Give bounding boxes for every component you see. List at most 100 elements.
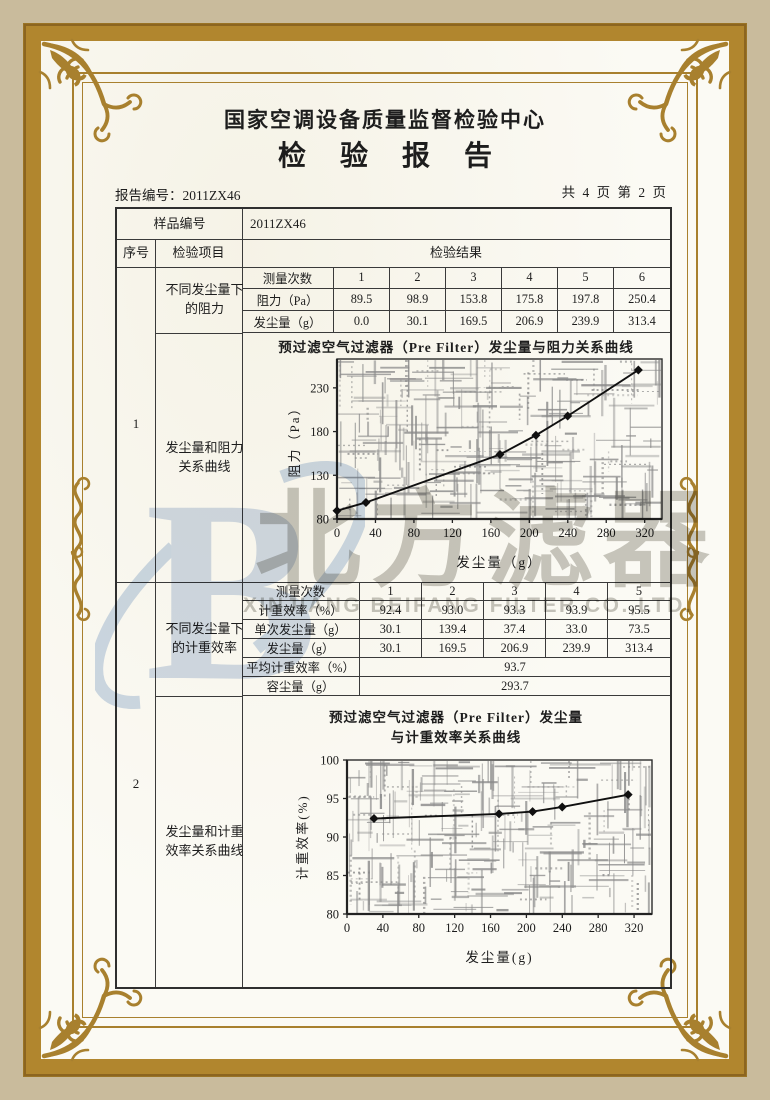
value-cell: 89.5: [334, 289, 390, 311]
svg-text:240: 240: [553, 921, 572, 935]
value-cell: 3: [446, 267, 502, 289]
table-line: [117, 267, 670, 268]
center-name: 国家空调设备质量监督检验中心: [224, 108, 546, 132]
value-cell: 73.5: [608, 620, 670, 639]
value-cell: 1: [360, 582, 422, 601]
value-cell: 93.7: [360, 658, 670, 677]
svg-text:320: 320: [625, 921, 644, 935]
item-cell-efficiency-curve: 发尘量和计重效率关系曲线: [165, 823, 244, 858]
row-label-cell: 测量次数: [242, 582, 360, 601]
row-label-cell: 容尘量（g）: [242, 677, 360, 696]
value-cell: 30.1: [360, 620, 422, 639]
value-cell: 239.9: [558, 311, 614, 333]
value-cell: 5: [558, 267, 614, 289]
side-ornament-left: [70, 476, 91, 622]
chart-1-canvas: 0 40 80 120 160 200 240 280 320 80 130 180 230: [310, 358, 663, 540]
sample-no-value-cell: 2011ZX46: [250, 215, 306, 231]
value-cell: 197.8: [558, 289, 614, 311]
value-cell: 313.4: [608, 639, 670, 658]
svg-text:80: 80: [413, 921, 426, 935]
value-cell: 2: [422, 582, 484, 601]
svg-text:0: 0: [344, 921, 350, 935]
svg-text:40: 40: [369, 526, 382, 540]
chart-2-title-line1: 预过滤空气过滤器（Pre Filter）发尘量: [328, 710, 584, 725]
chart-1-x-axis-label: 发尘量（g）: [456, 555, 543, 570]
inner-frame-outer-line: [72, 72, 698, 1028]
svg-text:130: 130: [310, 469, 329, 483]
svg-text:100: 100: [320, 754, 339, 768]
side-ornament-right: [679, 476, 700, 622]
value-cell: 206.9: [502, 311, 558, 333]
value-cell: 0.0: [334, 311, 390, 333]
resistance-measurement-table: 测量次数 1 2 3 4 5 6 阻力（Pa） 89.5 98.9 153.8 175.8 197.8 2…: [242, 267, 670, 333]
sample-no-label-cell: 样品编号: [153, 215, 206, 231]
chart-2: 预过滤空气过滤器（Pre Filter）发尘量 与计重效率关系曲线 0 40 80 1…: [242, 696, 670, 987]
svg-text:280: 280: [589, 921, 608, 935]
result-header-cell: 检验结果: [429, 244, 482, 260]
value-cell: 33.0: [546, 620, 608, 639]
value-cell: 30.1: [390, 311, 446, 333]
svg-text:0: 0: [334, 526, 340, 540]
value-cell: 30.1: [360, 639, 422, 658]
value-cell: 3: [484, 582, 546, 601]
chart-1-y-axis-label: 阻力（Pa）: [287, 400, 302, 478]
value-cell: 239.9: [546, 639, 608, 658]
row-label-cell: 发尘量（g）: [242, 311, 334, 333]
item-cell-efficiency: 不同发尘量下的计重效率: [165, 621, 244, 655]
row-label-cell: 发尘量（g）: [242, 639, 360, 658]
report-title: 检验报告: [277, 141, 526, 172]
svg-text:40: 40: [377, 921, 390, 935]
svg-text:95: 95: [327, 792, 340, 806]
report-number: 报告编号：2011ZX46: [115, 188, 241, 203]
item-cell-resistance-curve: 发尘量和阻力关系曲线: [165, 439, 244, 474]
svg-text:230: 230: [310, 381, 329, 395]
svg-text:160: 160: [481, 921, 500, 935]
svg-text:90: 90: [327, 831, 340, 845]
item-cell-resistance: 不同发尘量下的阻力: [165, 282, 244, 316]
row-label-cell: 计重效率（%）: [242, 601, 360, 620]
svg-text:240: 240: [558, 526, 577, 540]
svg-text:320: 320: [635, 526, 654, 540]
value-cell: 93.0: [422, 601, 484, 620]
value-cell: 93.9: [546, 601, 608, 620]
value-cell: 175.8: [502, 289, 558, 311]
svg-text:80: 80: [408, 526, 421, 540]
chart-2-canvas: 0 40 80 120 160 200 240 280 320 80 85 90 95 100: [320, 754, 653, 935]
svg-text:200: 200: [517, 921, 536, 935]
table-line: [117, 582, 670, 583]
svg-text:120: 120: [443, 526, 462, 540]
svg-text:80: 80: [327, 908, 340, 922]
efficiency-measurement-table: 测量次数 1 2 3 4 5 计重效率（%） 92.4 93.0 93.3 93.9 95.5 单次发尘…: [242, 582, 670, 696]
value-cell: 92.4: [360, 601, 422, 620]
item-header-cell: 检验项目: [172, 244, 225, 260]
value-cell: 313.4: [614, 311, 670, 333]
svg-text:160: 160: [481, 526, 500, 540]
value-cell: 98.9: [390, 289, 446, 311]
chart-2-title-line2: 与计重效率关系曲线: [390, 730, 522, 745]
value-cell: 5: [608, 582, 670, 601]
value-cell: 6: [614, 267, 670, 289]
value-cell: 169.5: [446, 311, 502, 333]
value-cell: 250.4: [614, 289, 670, 311]
value-cell: 293.7: [360, 677, 670, 696]
svg-text:280: 280: [597, 526, 616, 540]
chart-2-y-axis-label: 计重效率(%): [295, 794, 310, 880]
svg-text:85: 85: [327, 869, 340, 883]
results-table: 样品编号 2011ZX46 序号 检验项目 检验结果 1 不同发尘量下的阻力 发…: [115, 207, 672, 989]
chart-1: 预过滤空气过滤器（Pre Filter）发尘量与阻力关系曲线 0 40 80 120 1…: [242, 333, 670, 582]
seq-cell-2: 2: [132, 776, 140, 792]
table-line: [117, 239, 670, 240]
row-label-cell: 单次发尘量（g）: [242, 620, 360, 639]
value-cell: 1: [334, 267, 390, 289]
row-label-cell: 阻力（Pa）: [242, 289, 334, 311]
value-cell: 4: [502, 267, 558, 289]
value-cell: 206.9: [484, 639, 546, 658]
value-cell: 169.5: [422, 639, 484, 658]
value-cell: 4: [546, 582, 608, 601]
value-cell: 95.5: [608, 601, 670, 620]
table-line: [155, 333, 242, 334]
svg-text:180: 180: [310, 425, 329, 439]
value-cell: 93.3: [484, 601, 546, 620]
value-cell: 37.4: [484, 620, 546, 639]
